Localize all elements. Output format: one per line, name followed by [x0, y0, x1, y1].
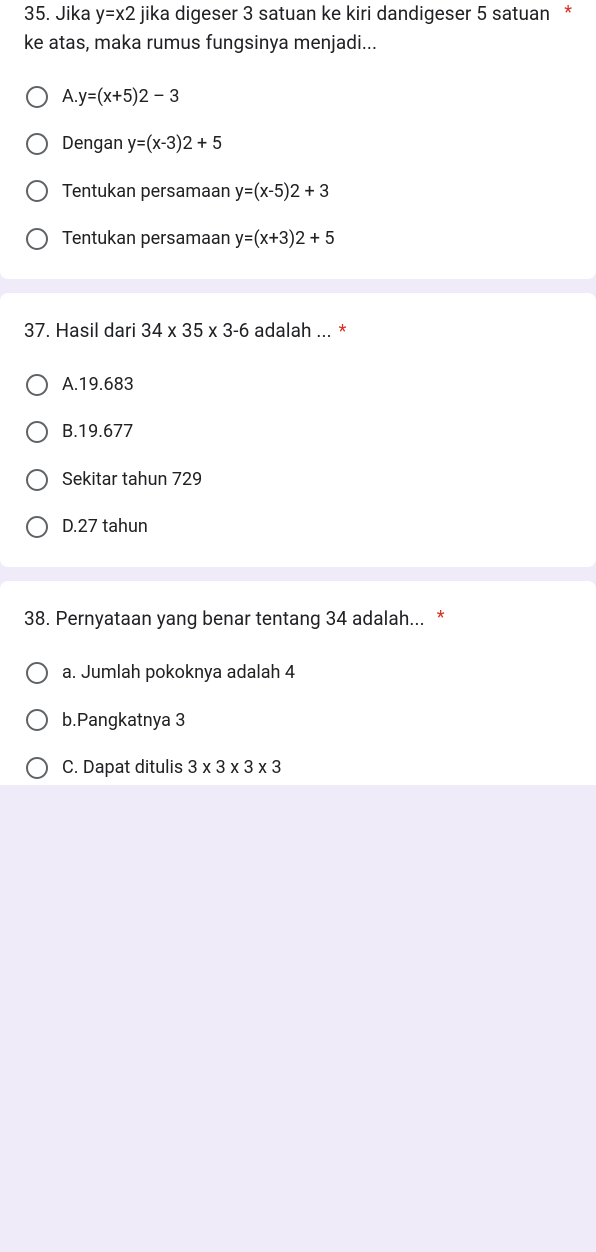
question-text: 38. Pernyataan yang benar tentang 34 ada…	[24, 605, 425, 634]
option-label: A.y=(x+5)2 – 3	[62, 85, 180, 108]
question-row: 37. Hasil dari 34 x 35 x 3-6 adalah ... …	[24, 317, 572, 346]
option-row[interactable]: D.27 tahun	[26, 515, 572, 538]
option-row[interactable]: Sekitar tahun 729	[26, 468, 572, 491]
question-text: 35. Jika y=x2 jika digeser 3 satuan ke k…	[24, 0, 552, 57]
question-card-38: 38. Pernyataan yang benar tentang 34 ada…	[0, 581, 596, 786]
radio-icon[interactable]	[26, 180, 48, 202]
option-label: b.Pangkatnya 3	[62, 709, 185, 732]
question-text: 37. Hasil dari 34 x 35 x 3-6 adalah ... …	[24, 317, 346, 346]
option-row[interactable]: Dengan y=(x-3)2 + 5	[26, 132, 572, 155]
option-label: Tentukan persamaan y=(x+3)2 + 5	[62, 227, 335, 250]
option-label: Tentukan persamaan y=(x-5)2 + 3	[62, 180, 329, 203]
required-asterisk: *	[433, 605, 445, 630]
option-row[interactable]: A.19.683	[26, 373, 572, 396]
option-row[interactable]: b.Pangkatnya 3	[26, 709, 572, 732]
radio-icon[interactable]	[26, 228, 48, 250]
radio-icon[interactable]	[26, 516, 48, 538]
question-row: 38. Pernyataan yang benar tentang 34 ada…	[24, 605, 572, 634]
option-row[interactable]: Tentukan persamaan y=(x-5)2 + 3	[26, 180, 572, 203]
option-row[interactable]: A.y=(x+5)2 – 3	[26, 85, 572, 108]
option-row[interactable]: B.19.677	[26, 420, 572, 443]
question-row: 35. Jika y=x2 jika digeser 3 satuan ke k…	[24, 0, 572, 57]
radio-icon[interactable]	[26, 374, 48, 396]
question-card-35: 35. Jika y=x2 jika digeser 3 satuan ke k…	[0, 0, 596, 279]
option-label: Sekitar tahun 729	[62, 468, 202, 491]
option-row[interactable]: C. Dapat ditulis 3 x 3 x 3 x 3	[26, 756, 572, 779]
radio-icon[interactable]	[26, 757, 48, 779]
option-row[interactable]: Tentukan persamaan y=(x+3)2 + 5	[26, 227, 572, 250]
radio-icon[interactable]	[26, 709, 48, 731]
radio-icon[interactable]	[26, 469, 48, 491]
radio-icon[interactable]	[26, 421, 48, 443]
question-text-main: 37. Hasil dari 34 x 35 x 3-6 adalah ...	[24, 319, 332, 342]
question-card-37: 37. Hasil dari 34 x 35 x 3-6 adalah ... …	[0, 293, 596, 567]
option-label: B.19.677	[62, 420, 133, 443]
required-asterisk: *	[337, 321, 347, 342]
option-label: A.19.683	[62, 373, 134, 396]
radio-icon[interactable]	[26, 86, 48, 108]
option-row[interactable]: a. Jumlah pokoknya adalah 4	[26, 661, 572, 684]
required-asterisk: *	[560, 0, 572, 25]
radio-icon[interactable]	[26, 133, 48, 155]
option-label: Dengan y=(x-3)2 + 5	[62, 132, 222, 155]
option-label: D.27 tahun	[62, 515, 148, 538]
option-label: a. Jumlah pokoknya adalah 4	[62, 661, 295, 684]
radio-icon[interactable]	[26, 662, 48, 684]
option-label: C. Dapat ditulis 3 x 3 x 3 x 3	[62, 756, 282, 779]
